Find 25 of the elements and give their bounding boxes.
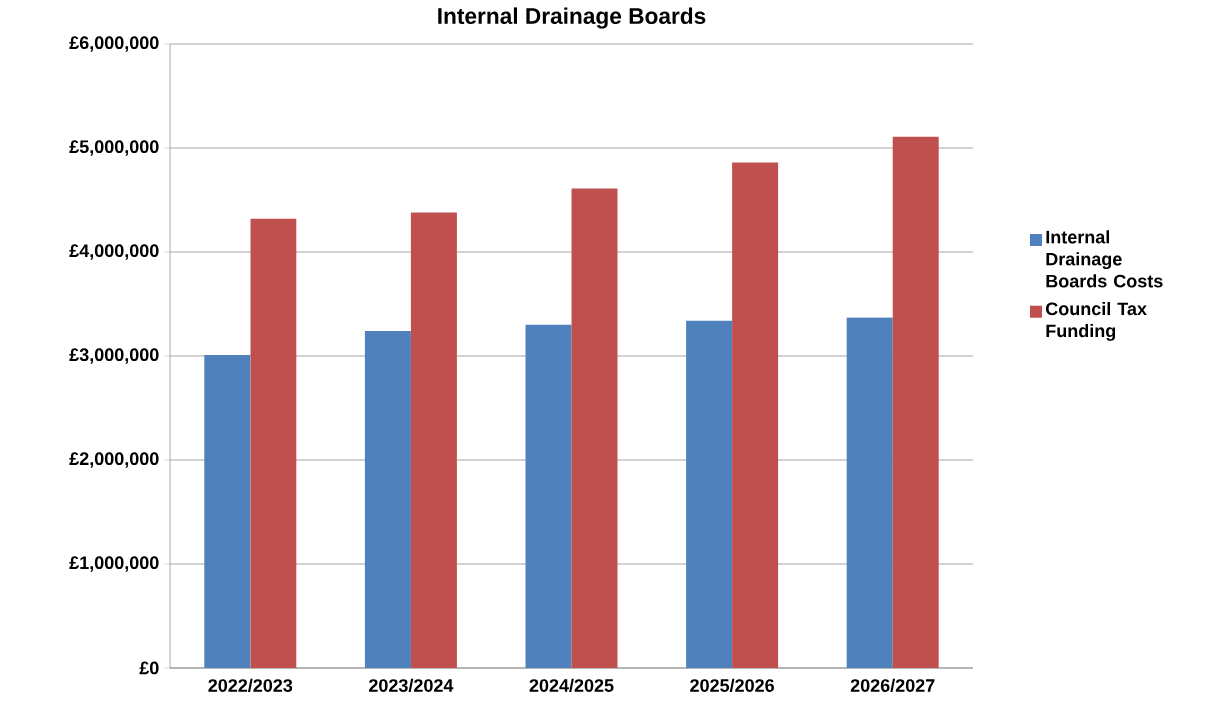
y-tick-label: £1,000,000 (69, 556, 159, 572)
chart-title: Internal Drainage Boards (438, 7, 706, 29)
bar (250, 218, 297, 668)
x-tick-label: 2023/2024 (368, 678, 454, 693)
x-tick-label: 2025/2026 (690, 678, 774, 693)
bar (204, 354, 251, 668)
bar (410, 212, 457, 668)
bar (686, 320, 733, 668)
bar (364, 331, 411, 668)
y-tick-label: £4,000,000 (69, 244, 159, 260)
y-tick-label: £0 (139, 661, 159, 675)
legend-label: Council Tax Funding (1046, 302, 1147, 341)
bar (732, 162, 779, 668)
bar (571, 188, 618, 668)
x-tick-label: 2022/2023 (208, 678, 293, 693)
y-tick-label: £2,000,000 (69, 452, 159, 468)
y-tick-label: £6,000,000 (69, 36, 159, 52)
bar (892, 136, 939, 668)
bar (525, 324, 572, 668)
y-tick-label: £5,000,000 (69, 140, 159, 156)
x-tick-label: 2026/2027 (850, 678, 935, 693)
x-tick-label: 2024/2025 (529, 678, 614, 693)
bar (846, 317, 893, 668)
legend-label: Internal Drainage Boards Costs (1046, 230, 1163, 288)
y-tick-label: £3,000,000 (69, 348, 159, 364)
